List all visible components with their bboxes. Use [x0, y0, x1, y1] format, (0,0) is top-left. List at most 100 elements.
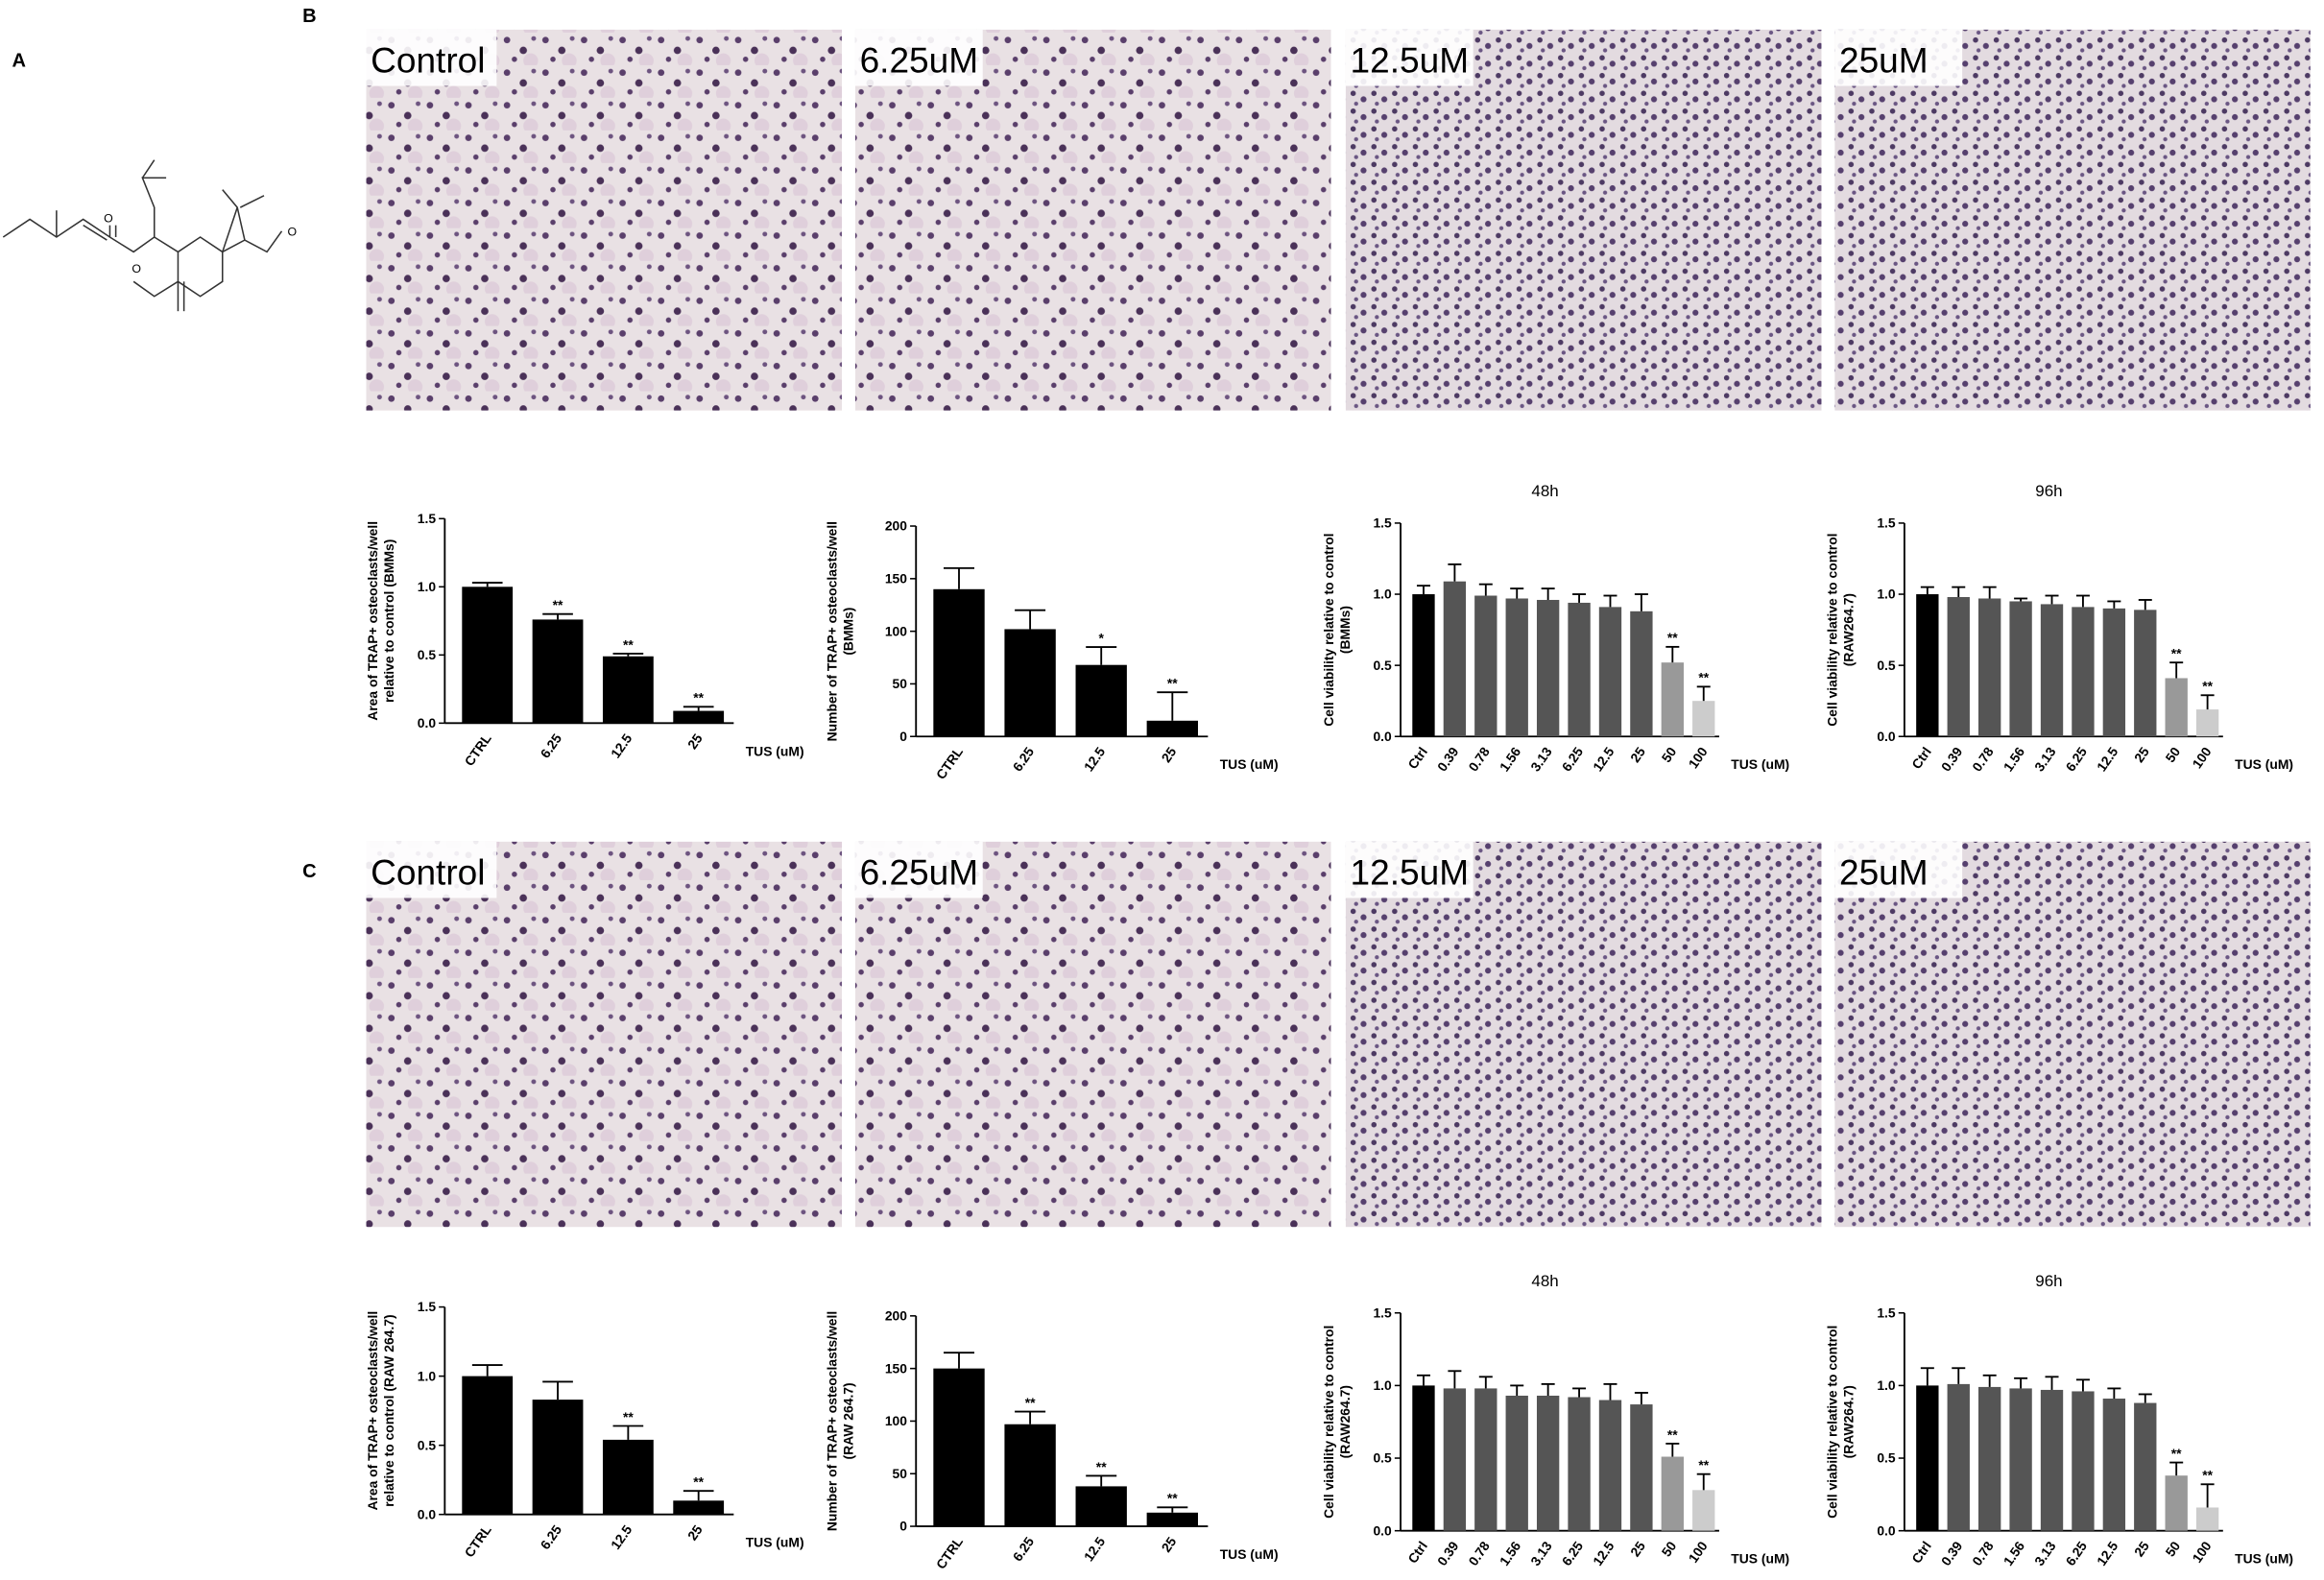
label-background	[854, 29, 983, 86]
bar	[1978, 1386, 2001, 1531]
y-axis-label: Cell viability relative to control	[1321, 533, 1336, 726]
y-tick-label: 1.5	[418, 1299, 437, 1314]
bar	[2165, 678, 2188, 737]
x-tick-label: 25	[2131, 1538, 2152, 1559]
bar	[2009, 601, 2032, 737]
bar	[1947, 597, 1970, 737]
y-tick-label: 0.5	[418, 647, 437, 662]
bar	[1568, 1397, 1591, 1531]
micrograph	[1345, 841, 1822, 1228]
x-tick-label: 100	[1685, 744, 1711, 771]
label-background	[1834, 841, 1963, 898]
chart-title: 96h	[2035, 482, 2062, 500]
panel-label: B	[302, 6, 316, 27]
y-tick-label: 0.5	[1373, 658, 1392, 673]
x-tick-label: 12.5	[2094, 1538, 2121, 1568]
bar	[1978, 598, 2001, 737]
x-tick-label: 6.25	[538, 1521, 565, 1552]
bar	[1004, 1424, 1056, 1527]
bar	[1146, 1512, 1198, 1527]
y-axis-label: (RAW264.7)	[1337, 1385, 1353, 1458]
bar	[933, 1368, 985, 1527]
bar	[2072, 607, 2095, 737]
bar	[462, 1376, 514, 1515]
x-tick-label: 25	[684, 730, 706, 752]
bar	[1916, 1385, 1939, 1531]
y-tick-label: 0.0	[418, 1506, 437, 1521]
micrograph	[854, 29, 1331, 411]
micrograph-label: 25uM	[1839, 40, 1929, 81]
bar	[2134, 610, 2157, 737]
significance-label: **	[623, 636, 634, 652]
x-tick-label: 6.25	[1010, 1534, 1038, 1565]
x-tick-label: Ctrl	[1908, 744, 1934, 772]
y-tick-label: 1.0	[1373, 587, 1392, 602]
y-tick-label: 1.0	[1373, 1377, 1392, 1393]
x-tick-label: 6.25	[538, 730, 565, 761]
bar	[1661, 662, 1684, 737]
significance-label: **	[1667, 630, 1678, 645]
bar	[532, 619, 584, 724]
bar	[2040, 604, 2064, 737]
y-tick-label: 100	[885, 1413, 907, 1428]
y-tick-label: 100	[885, 623, 907, 638]
bar	[1443, 581, 1467, 737]
y-tick-label: 1.5	[1373, 515, 1392, 531]
micrograph-label: 6.25uM	[860, 852, 979, 893]
x-tick-label: 12.5	[1590, 744, 1617, 775]
x-axis-label: TUS (uM)	[746, 1535, 804, 1550]
significance-label: **	[1025, 1395, 1036, 1410]
x-tick-label: 1.56	[2001, 744, 2028, 775]
y-tick-label: 1.0	[418, 579, 437, 594]
micrograph-label: Control	[371, 852, 485, 893]
bar	[2134, 1402, 2157, 1531]
bar	[1412, 1385, 1435, 1531]
x-tick-label: 25	[2131, 744, 2152, 765]
y-tick-label: 0.5	[1877, 1450, 1896, 1466]
x-tick-label: 100	[2189, 744, 2215, 771]
bar	[602, 1439, 654, 1515]
label-background	[854, 841, 983, 898]
x-tick-label: 100	[2189, 1538, 2215, 1565]
significance-label: **	[2202, 1468, 2213, 1483]
y-tick-label: 50	[893, 676, 908, 691]
x-axis-label: TUS (uM)	[1731, 756, 1789, 772]
micrograph	[1834, 29, 2311, 411]
bar	[1568, 602, 1591, 737]
y-tick-label: 50	[893, 1466, 908, 1481]
x-tick-label: 12.5	[1590, 1538, 1617, 1568]
micrograph	[366, 29, 843, 411]
bar	[933, 588, 985, 737]
x-tick-label: 6.25	[2062, 1538, 2090, 1568]
x-tick-label: 6.25	[1559, 744, 1587, 775]
x-axis-label: TUS (uM)	[2235, 1551, 2293, 1567]
chart-title: 48h	[1531, 482, 1558, 500]
bar	[1004, 629, 1056, 737]
x-axis-label: TUS (uM)	[1220, 1546, 1279, 1562]
bar	[673, 710, 725, 724]
y-axis-label: (BMMs)	[1337, 606, 1353, 654]
x-tick-label: 50	[1658, 744, 1679, 765]
y-axis-label: Number of TRAP+ osteoclasts/well	[825, 1311, 840, 1531]
y-tick-label: 200	[885, 1307, 907, 1323]
bar	[1598, 1400, 1622, 1531]
y-tick-label: 200	[885, 518, 907, 534]
y-tick-label: 1.5	[1877, 515, 1896, 531]
label-background	[366, 29, 497, 86]
x-tick-label: 1.56	[2001, 1538, 2028, 1568]
x-tick-label: 0.39	[1434, 744, 1462, 775]
x-tick-label: 0.39	[1938, 744, 1966, 775]
bar	[2040, 1389, 2064, 1531]
x-tick-label: Ctrl	[1404, 744, 1430, 772]
y-axis-label: relative to control (BMMs)	[381, 539, 396, 703]
label-background	[366, 841, 497, 898]
x-tick-label: 25	[1627, 744, 1648, 765]
x-tick-label: 0.39	[1938, 1538, 1966, 1568]
x-tick-label: 25	[1158, 744, 1179, 765]
x-tick-label: 6.25	[1010, 744, 1038, 775]
label-background	[1834, 29, 1963, 86]
bar	[1443, 1388, 1467, 1531]
bar	[1075, 664, 1127, 737]
bar	[602, 656, 654, 724]
